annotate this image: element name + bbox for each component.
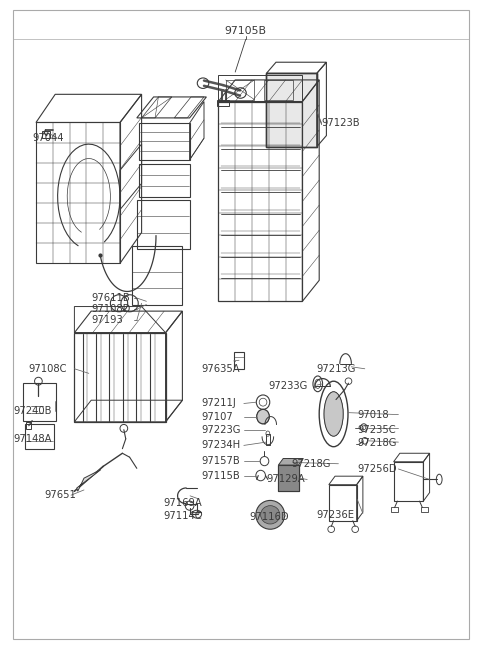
- Bar: [218, 75, 302, 102]
- Bar: [42, 131, 50, 138]
- Bar: [234, 352, 244, 369]
- Text: 97213G: 97213G: [317, 364, 356, 374]
- Bar: [391, 507, 398, 512]
- Text: 97256D: 97256D: [358, 464, 397, 474]
- Text: 97105B: 97105B: [225, 26, 267, 37]
- Text: 97233G: 97233G: [269, 381, 308, 392]
- Text: 97129A: 97129A: [266, 474, 305, 485]
- Text: 97611B: 97611B: [91, 293, 130, 303]
- Text: 97157B: 97157B: [202, 456, 240, 466]
- Text: 97169A: 97169A: [163, 498, 202, 508]
- Text: 97107: 97107: [202, 411, 233, 422]
- Bar: [25, 424, 54, 449]
- Ellipse shape: [261, 506, 280, 524]
- Ellipse shape: [257, 409, 269, 424]
- Bar: [264, 80, 293, 100]
- Text: 97193: 97193: [91, 315, 123, 326]
- Text: 97236E: 97236E: [317, 510, 355, 520]
- Bar: [23, 383, 56, 421]
- Text: 97114C: 97114C: [163, 511, 202, 521]
- Text: 97235C: 97235C: [358, 424, 396, 435]
- Bar: [266, 73, 317, 147]
- Text: 97223G: 97223G: [202, 424, 241, 435]
- Text: 97218G: 97218G: [292, 458, 331, 469]
- Bar: [394, 462, 423, 501]
- Text: 97044: 97044: [33, 132, 64, 143]
- Bar: [266, 434, 270, 445]
- Text: 97234H: 97234H: [202, 440, 241, 451]
- Bar: [137, 200, 190, 249]
- Polygon shape: [278, 458, 303, 465]
- Text: 97123B: 97123B: [322, 118, 360, 128]
- Bar: [132, 246, 182, 305]
- Bar: [26, 422, 31, 429]
- Bar: [278, 465, 299, 491]
- Text: 97218G: 97218G: [358, 438, 397, 449]
- Bar: [421, 507, 428, 512]
- Ellipse shape: [324, 392, 343, 436]
- Text: 97240B: 97240B: [13, 406, 52, 417]
- Ellipse shape: [324, 392, 343, 436]
- Bar: [226, 80, 254, 100]
- Text: 97115B: 97115B: [202, 470, 240, 481]
- Bar: [278, 465, 299, 491]
- Text: 97108C: 97108C: [29, 364, 67, 374]
- Text: 97148A: 97148A: [13, 434, 52, 444]
- Text: 97108D: 97108D: [91, 304, 131, 314]
- Polygon shape: [77, 470, 101, 491]
- Bar: [217, 100, 229, 106]
- Ellipse shape: [256, 500, 285, 529]
- Text: 97635A: 97635A: [202, 364, 240, 374]
- Text: 97211J: 97211J: [202, 398, 236, 409]
- Text: 97018: 97018: [358, 409, 389, 420]
- Text: 97116D: 97116D: [250, 512, 289, 523]
- Text: 97651: 97651: [44, 490, 76, 500]
- Bar: [329, 485, 357, 521]
